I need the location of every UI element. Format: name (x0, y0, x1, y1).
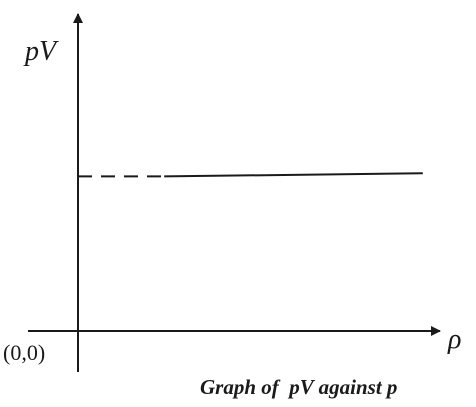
x-axis-label: ρ (447, 324, 461, 355)
origin-label: (0,0) (3, 340, 45, 365)
y-axis-label: pV (23, 36, 59, 67)
chart-caption: Graph of pV against p (200, 375, 397, 399)
series-line-solid (164, 172, 423, 178)
series-layer (78, 172, 423, 178)
